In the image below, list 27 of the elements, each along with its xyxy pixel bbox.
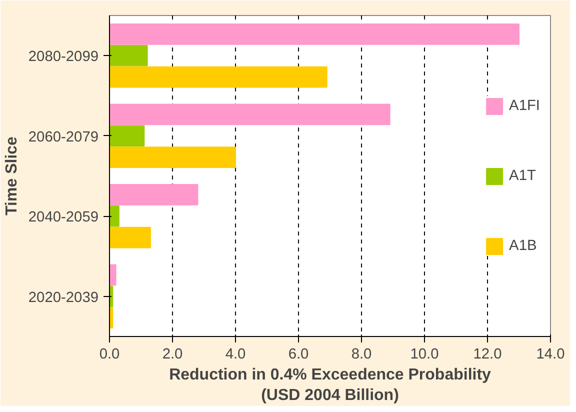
y-tick-label: 2060-2079 (28, 129, 99, 146)
x-tick-label: 2.0 (162, 346, 183, 362)
bar (110, 44, 148, 66)
legend-label: A1B (509, 238, 537, 254)
bar (110, 66, 328, 88)
bar (110, 184, 198, 206)
x-tick-label: 4.0 (225, 346, 246, 362)
legend-label: A1FI (509, 98, 540, 114)
x-tick-label: 10.0 (410, 346, 439, 362)
bar (110, 226, 151, 248)
bar (110, 125, 145, 147)
bar (110, 24, 520, 45)
x-tick-label: 6.0 (288, 346, 309, 362)
legend-label: A1T (509, 168, 536, 184)
x-tick-label: 8.0 (351, 346, 372, 362)
x-tick-label: 14.0 (536, 346, 565, 362)
y-axis-title: Time Slice (3, 136, 20, 216)
y-tick-label: 2080-2099 (28, 49, 99, 66)
x-axis-title: Reduction in 0.4% Exceedence Probability (USD 2004 Billion) (169, 366, 492, 404)
x-tick-label: 12.0 (473, 346, 502, 362)
y-tick-label: 2020-2039 (28, 290, 99, 306)
bar (110, 205, 120, 227)
y-tick-label: 2040-2059 (28, 210, 99, 226)
bar (110, 146, 236, 168)
bar (110, 104, 390, 126)
x-tick-label: 0.0 (99, 346, 120, 362)
bar (110, 264, 116, 286)
